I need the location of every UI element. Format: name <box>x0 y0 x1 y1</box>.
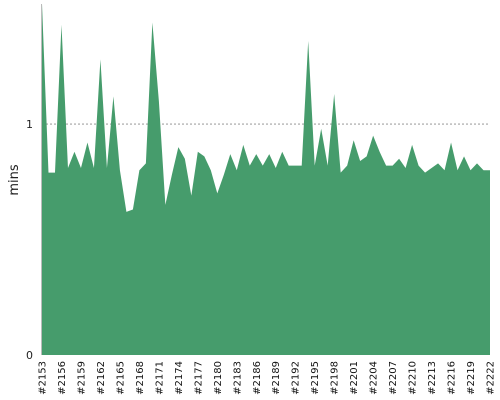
x-tick-label: #2180 <box>213 361 224 395</box>
x-tick-label: #2198 <box>330 361 341 395</box>
x-tick-label: #2183 <box>232 361 243 395</box>
x-tick-label: #2156 <box>57 361 68 395</box>
x-tick-label: #2159 <box>76 361 87 395</box>
x-tick-label: #2213 <box>427 361 438 395</box>
x-tick-label: #2207 <box>388 361 399 395</box>
x-tick-label: #2219 <box>466 361 477 395</box>
x-tick-label: #2174 <box>174 361 185 395</box>
x-tick-label: #2201 <box>349 361 360 395</box>
x-tick-label: #2210 <box>408 361 419 395</box>
y-tick-label: 0 <box>26 349 33 362</box>
series-area <box>42 4 490 355</box>
y-tick-label: 1 <box>26 118 33 131</box>
x-tick-label: #2216 <box>447 361 458 395</box>
x-tick-label: #2171 <box>154 361 165 395</box>
x-tick-label: #2162 <box>96 361 107 395</box>
x-tick-label: #2168 <box>135 361 146 395</box>
x-tick-label: #2177 <box>193 361 204 395</box>
x-tick-label: #2195 <box>310 361 321 395</box>
x-tick-label: #2186 <box>252 361 263 395</box>
x-tick-label: #2192 <box>291 361 302 395</box>
x-tick-label: #2189 <box>271 361 282 395</box>
y-axis-label: mins <box>7 164 22 196</box>
x-tick-label: #2204 <box>369 361 380 395</box>
x-tick-label: #2222 <box>486 361 497 395</box>
x-tick-label: #2165 <box>115 361 126 395</box>
x-tick-label: #2153 <box>38 361 49 395</box>
